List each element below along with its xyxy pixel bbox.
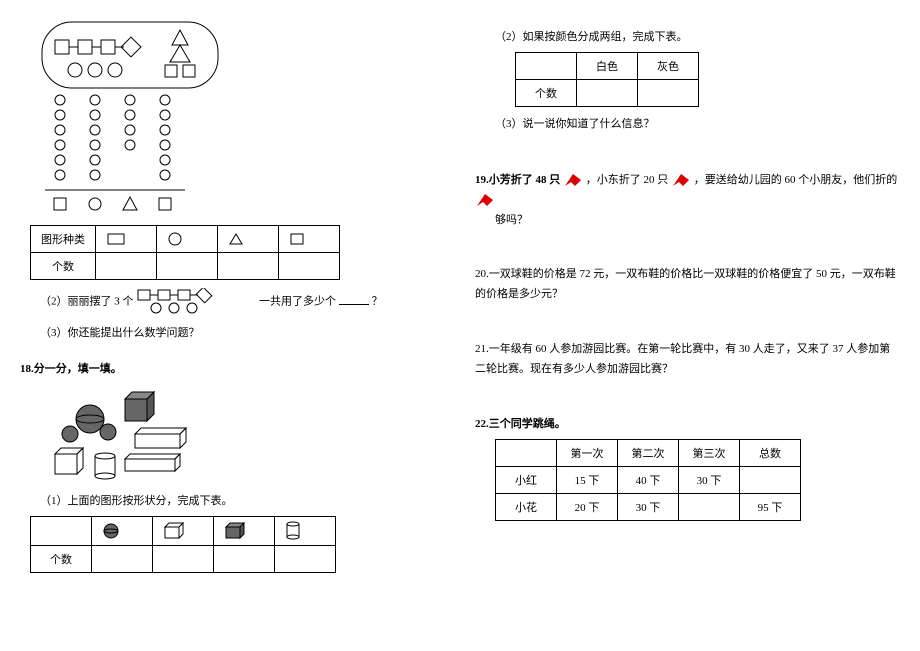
shapes-oval-diagram xyxy=(40,20,220,90)
solids-diagram xyxy=(40,384,210,484)
count-row: 个数 xyxy=(516,80,577,107)
gray-header: 灰色 xyxy=(638,53,699,80)
q19-text: 19.小芳折了 48 只 ，小东折了 20 只 ，要送给幼儿园的 60 个小朋友… xyxy=(475,171,900,230)
color-sub2: （2）如果按颜色分成两组，完成下表。 xyxy=(495,28,900,44)
q17-sub2: （2）丽丽摆了 3 个 一共用了多少个 ？ xyxy=(40,288,445,316)
white-header: 白色 xyxy=(577,53,638,80)
color-table: 白色 灰色 个数 xyxy=(515,52,699,107)
tally-grid-diagram xyxy=(40,90,210,220)
header-shape-type: 图形种类 xyxy=(31,226,96,253)
q20-text: 20.一双球鞋的价格是 72 元，一双布鞋的价格比一双球鞋的价格便宜了 50 元… xyxy=(475,265,900,305)
crane-icon xyxy=(671,172,691,188)
q21-text: 21.一年级有 60 人参加游园比赛。在第一轮比赛中，有 30 人走了，又来了 … xyxy=(475,340,900,380)
chain-shapes-icon xyxy=(136,288,256,316)
crane-icon xyxy=(475,192,495,208)
q18-sub1: （1）上面的图形按形状分，完成下表。 xyxy=(40,492,445,508)
color-sub3: （3）说一说你知道了什么信息？ xyxy=(495,115,900,131)
q18-title: 18.分一分，填一填。 xyxy=(20,360,445,376)
crane-icon xyxy=(563,172,583,188)
row-count: 个数 xyxy=(31,253,96,280)
solids-table: 个数 xyxy=(30,516,336,573)
shape-count-table: 图形种类 个数 xyxy=(30,225,340,280)
jump-rope-table: 第一次 第二次 第三次 总数 小红 15 下 40 下 30 下 小花 20 下… xyxy=(495,439,801,521)
row-count: 个数 xyxy=(31,546,92,573)
q17-sub3: （3）你还能提出什么数学问题？ xyxy=(40,324,445,340)
q22-title: 22.三个同学跳绳。 xyxy=(475,415,900,431)
